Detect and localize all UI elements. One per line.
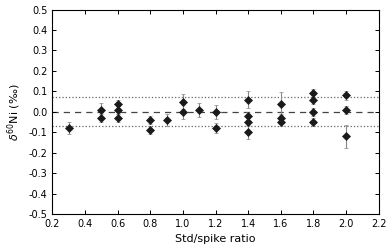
X-axis label: Std/spike ratio: Std/spike ratio: [175, 234, 256, 244]
Y-axis label: $\delta^{60}$Ni (‰): $\delta^{60}$Ni (‰): [5, 83, 23, 140]
